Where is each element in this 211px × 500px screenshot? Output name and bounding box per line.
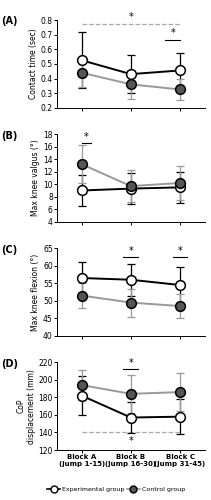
Y-axis label: Contact time (sec): Contact time (sec)	[29, 28, 38, 100]
Text: *: *	[128, 358, 133, 368]
Text: *: *	[84, 132, 89, 141]
Text: *: *	[128, 12, 133, 22]
Legend: Experimental group, Control group: Experimental group, Control group	[45, 484, 187, 494]
Y-axis label: Max knee flexion (°): Max knee flexion (°)	[31, 254, 40, 330]
Text: *: *	[170, 28, 175, 38]
Text: *: *	[128, 436, 133, 446]
Text: (A): (A)	[1, 16, 17, 26]
Y-axis label: Max knee valgus (°): Max knee valgus (°)	[31, 140, 40, 216]
Y-axis label: CoP
displacement (mm): CoP displacement (mm)	[16, 368, 35, 444]
Text: (D): (D)	[1, 358, 18, 368]
Text: *: *	[128, 246, 133, 256]
Text: (B): (B)	[1, 130, 17, 140]
Text: *: *	[178, 246, 183, 256]
Text: (C): (C)	[1, 244, 17, 254]
